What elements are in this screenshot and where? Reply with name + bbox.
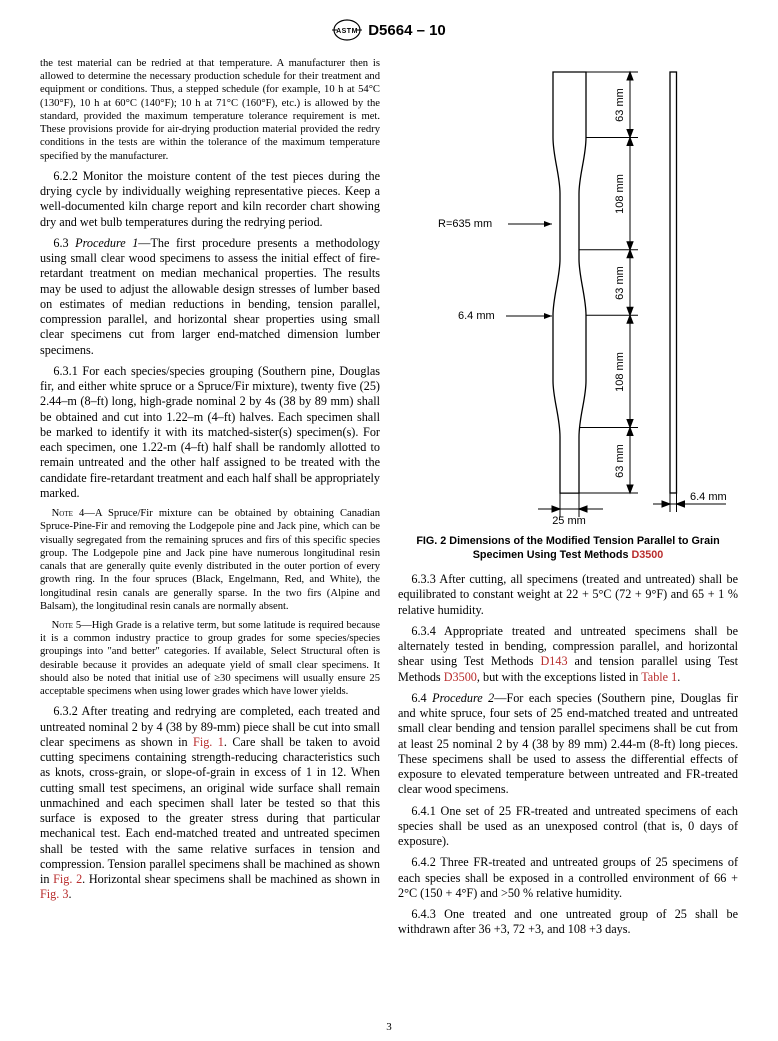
note-4: Note 4—A Spruce/Fir mixture can be obtai… [40, 507, 380, 613]
clause-6-3-3: 6.3.3 After cutting, all specimens (trea… [398, 572, 738, 618]
right-column: 63 mm 108 mm 63 mm 108 mm 63 mm R=635 mm [398, 57, 738, 944]
figure-2-caption: FIG. 2 Dimensions of the Modified Tensio… [408, 535, 728, 562]
standard-id: D5664 – 10 [368, 22, 446, 39]
dim-chain [579, 72, 638, 493]
clause-6-4-3: 6.4.3 One treated and one untreated grou… [398, 907, 738, 938]
page-number: 3 [0, 1021, 778, 1033]
proc2-title: Procedure 2 [432, 691, 494, 705]
neck-label-group: 6.4 mm [458, 310, 552, 322]
page-header: ASTM D5664 – 10 [40, 18, 738, 47]
clause-6-3-2: 6.3.2 After treating and redrying are co… [40, 704, 380, 902]
c64-rest: —For each species (Southern pine, Dougla… [398, 691, 738, 797]
note-4-body: —A Spruce/Fir mixture can be obtained by… [40, 508, 380, 612]
side-thickness-label: 6.4 mm [690, 491, 727, 503]
note-5: Note 5—High Grade is a relative term, bu… [40, 619, 380, 698]
d3500-link[interactable]: D3500 [444, 670, 477, 684]
c634-d: . [677, 670, 680, 684]
fig3-link[interactable]: Fig. 3 [40, 887, 68, 901]
proc1-title: Procedure 1 [75, 236, 138, 250]
width-label: 25 mm [552, 515, 586, 527]
c634-c: , but with the exceptions listed in [477, 670, 641, 684]
radius-label-group: R=635 mm [438, 218, 552, 230]
seg2-label: 108 mm [614, 174, 626, 214]
clause-6-3: 6.3 Procedure 1—The first procedure pres… [40, 236, 380, 358]
seg1-label: 63 mm [614, 88, 626, 122]
svg-text:ASTM: ASTM [336, 28, 358, 35]
clause-num: 6.3 [53, 236, 75, 250]
content-columns: the test material can be redried at that… [40, 57, 738, 944]
astm-logo-icon: ASTM [332, 18, 362, 42]
clause-6-3-1: 6.3.1 For each species/species grouping … [40, 364, 380, 501]
note-4-label: Note 4 [52, 508, 85, 519]
clause-6-3-4: 6.3.4 Appropriate treated and untreated … [398, 624, 738, 685]
neck-label: 6.4 mm [458, 310, 495, 322]
note-5-body: —High Grade is a relative term, but some… [40, 620, 380, 697]
seg5-label: 63 mm [614, 444, 626, 478]
c632-c: . Care shall be taken to avoid cutting s… [40, 735, 380, 886]
width-dim [538, 493, 603, 517]
radius-label: R=635 mm [438, 218, 492, 230]
c632-g: . [68, 887, 71, 901]
specimen-side-outline [670, 72, 677, 493]
d143-link[interactable]: D143 [540, 654, 567, 668]
fig1-link[interactable]: Fig. 1 [193, 735, 224, 749]
figure-2-svg: 63 mm 108 mm 63 mm 108 mm 63 mm R=635 mm [398, 57, 738, 527]
clause-6-4-1: 6.4.1 One set of 25 FR-treated and untre… [398, 804, 738, 850]
note-5-label: Note 5 [52, 620, 81, 631]
clause-6-2-2: 6.2.2 Monitor the moisture content of th… [40, 169, 380, 230]
page: ASTM D5664 – 10 the test material can be… [0, 0, 778, 1041]
clause-6-4-2: 6.4.2 Three FR-treated and untreated gro… [398, 855, 738, 901]
seg3-label: 63 mm [614, 266, 626, 300]
clause-6-3-text: —The first procedure presents a methodol… [40, 236, 380, 357]
fig2-caption-text: FIG. 2 Dimensions of the Modified Tensio… [416, 535, 719, 560]
c632-e: . Horizontal shear specimens shall be ma… [82, 872, 380, 886]
seg4-label: 108 mm [614, 352, 626, 392]
segment-labels: 63 mm 108 mm 63 mm 108 mm 63 mm [614, 88, 626, 478]
d3500-link-caption[interactable]: D3500 [631, 549, 663, 561]
intro-continuation: the test material can be redried at that… [40, 57, 380, 163]
clause-6-4: 6.4 Procedure 2—For each species (Southe… [398, 691, 738, 798]
figure-2: 63 mm 108 mm 63 mm 108 mm 63 mm R=635 mm [398, 57, 738, 562]
fig2-link[interactable]: Fig. 2 [53, 872, 82, 886]
table1-link[interactable]: Table 1 [641, 670, 677, 684]
left-column: the test material can be redried at that… [40, 57, 380, 944]
c64-pre: 6.4 [411, 691, 432, 705]
